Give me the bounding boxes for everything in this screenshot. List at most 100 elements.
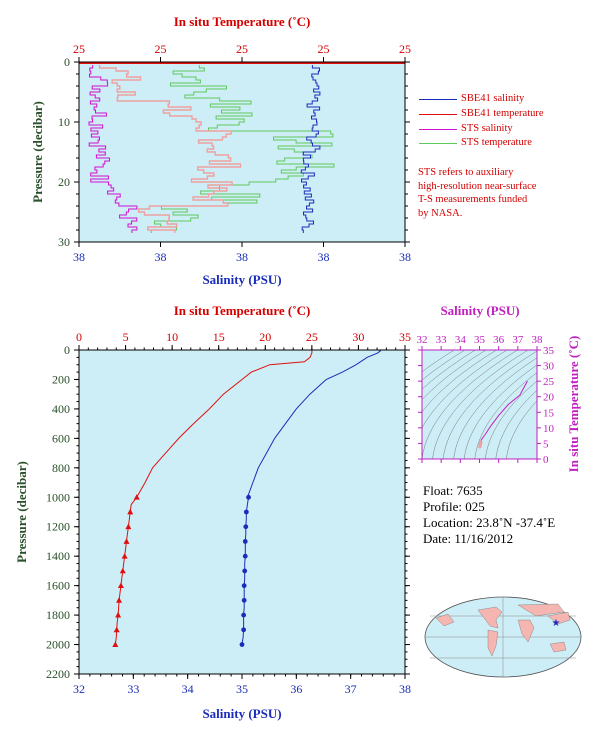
salinity-marker [241,597,247,603]
temperature-marker [125,523,132,530]
ts-isopycnal [422,350,476,390]
ts-top-tick-label: 35 [474,334,486,346]
legend-sbe41-salinity-swatch [419,99,457,100]
profile-number: Profile: 025 [423,499,485,514]
profile-chart: 0 5 10 15 20 25 30 35 32 33 34 35 36 37 38 0 200 400 600 80… [14,303,411,721]
top-axis-tick-label: 10 [166,330,178,344]
temperature-line [136,350,313,498]
near-surface-chart: 25 25 25 25 25 38 38 38 38 38 0 10 20 30 In situ Temp… [30,14,411,287]
y-axis-tick-label: 0 [64,343,70,357]
bottom-axis-tick-label: 35 [236,682,248,696]
y-axis-tick-label: 600 [52,431,70,445]
ts-top-tick-label: 37 [512,334,524,346]
legend-sts-salinity-swatch [419,129,457,130]
ts-top-tick-label: 32 [417,334,428,346]
continents [435,603,571,657]
salinity-marker [243,524,249,530]
legend-sts-temperature: STS temperature [461,137,532,148]
ts-isopycnal [422,350,487,401]
sts-salinity-series [88,65,138,233]
sts-note-line-2: high-resolution near-surface [418,180,537,192]
temperature-marker [115,611,122,618]
salinity-marker [242,568,248,574]
ts-isopycnal [422,350,497,413]
legend-sbe41-temperature-swatch [419,114,457,115]
y-axis-tick-label: 200 [52,372,70,386]
top-axis-tick-label: 15 [213,330,225,344]
ts-isopycnal [422,350,455,373]
sts-note-line-4: by NASA. [418,207,463,219]
top-axis-tick-label: 25 [236,42,248,56]
ts-isopycnal [432,350,529,459]
ts-isopycnal [422,350,518,459]
legend-sbe41-temperature: SBE41 temperature [461,108,544,119]
temperature-marker [112,641,119,647]
profile-date: Date: 11/16/2012 [423,531,514,546]
bottom-axis-tick-label: 36 [290,682,302,696]
ts-isopycnal [495,389,537,459]
bottom-axis-tick-label: 38 [155,250,167,264]
top-axis-tick-label: 25 [73,42,85,56]
salinity-marker [241,612,247,618]
ts-right-tick-label: 25 [543,376,555,388]
legend-sts-salinity: STS salinity [461,123,513,134]
ts-top-tick-label: 38 [532,334,544,346]
sts-temperature-light-trace [98,65,242,233]
bottom-axis-tick-label: 32 [73,682,85,696]
salinity-marker [239,642,245,647]
top-axis-tick-label: 20 [259,330,271,344]
world-map: ★ [424,596,582,678]
ts-top-axis-label: Salinity (PSU) [440,303,519,318]
near-surface-bottom-axis-label: Salinity (PSU) [202,272,281,287]
y-axis-tick-label: 0 [64,55,70,69]
sts-note-line-3: T-S measurements funded [418,194,528,205]
y-axis-tick-label: 20 [58,175,70,189]
bottom-axis-tick-label: 38 [399,682,411,696]
profile-plot-area [79,350,405,674]
y-axis-tick-label: 1000 [46,490,70,504]
bottom-axis-tick-label: 38 [318,250,330,264]
ts-isopycnal [484,380,537,459]
ts-top-tick-label: 34 [455,334,467,346]
temperature-marker [133,494,140,500]
float-location-star-icon: ★ [552,618,561,629]
ts-isopycnal [422,350,508,429]
sts-salinity-trace [88,65,138,233]
bottom-axis-tick-label: 37 [345,682,357,696]
ts-right-tick-label: 35 [543,345,555,357]
bottom-axis-tick-label: 33 [127,682,139,696]
ts-bottle-marker [479,440,483,444]
ts-right-tick-label: 30 [543,361,555,373]
bottom-axis-tick-label: 38 [399,250,411,264]
ts-isopycnal [453,357,537,459]
y-axis-tick-label: 1800 [46,608,70,622]
ts-right-tick-label: 10 [543,423,555,435]
ts-right-tick-label: 20 [543,392,555,404]
float-info: Float: 7635 Profile: 025 Location: 23.8˚… [423,483,555,547]
float-id: Float: 7635 [423,483,483,498]
sts-note: STS refers to auxiliary high-resolution … [418,166,598,220]
top-axis-tick-label: 0 [76,330,82,344]
top-axis-tick-label: 5 [123,330,129,344]
bottom-axis-tick-label: 34 [182,682,194,696]
temperature-marker [117,582,124,589]
sbe41-salinity-series [300,65,321,233]
y-axis-tick-label: 2200 [46,667,70,681]
profile-bottom-axis-label: Salinity (PSU) [202,706,281,721]
top-axis-tick-label: 25 [155,42,167,56]
salinity-marker [243,509,249,515]
salinity-marker [241,627,247,633]
bottom-axis-tick-label: 38 [73,250,85,264]
y-axis-tick-label: 30 [58,235,70,249]
ts-top-tick-label: 36 [493,334,505,346]
profile-top-axis-label: In situ Temperature (˚C) [174,303,311,318]
temperature-marker [113,626,120,633]
sts-temperature-light-series [98,65,242,233]
temperature-marker [127,508,134,515]
salinity-line [246,350,381,498]
y-axis-tick-label: 1600 [46,579,70,593]
sts-note-line-1: STS refers to auxiliary [418,167,514,178]
top-axis-tick-label: 30 [352,330,364,344]
ts-isopycnal [422,350,466,381]
y-axis-tick-label: 2000 [46,638,70,652]
